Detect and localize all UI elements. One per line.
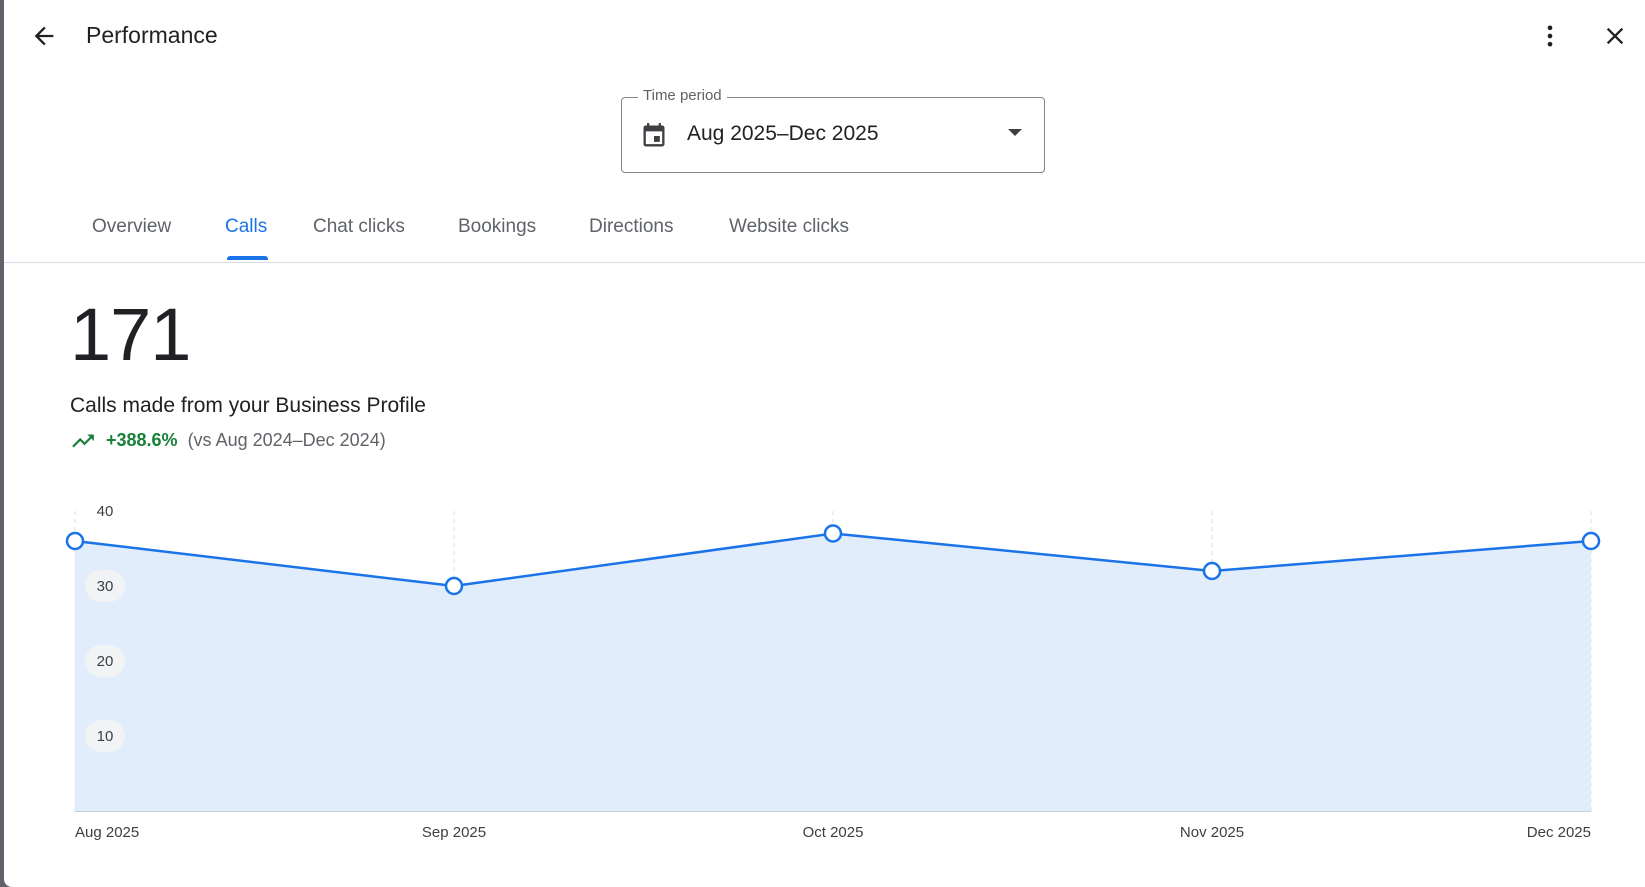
y-tick-chip: [85, 570, 125, 602]
time-period-select[interactable]: Time period Aug 2025–Dec 2025: [621, 87, 1045, 173]
data-point[interactable]: [1581, 531, 1601, 551]
y-axis: 10 20 30 40: [85, 503, 125, 752]
tab-bookings[interactable]: Bookings: [458, 216, 537, 237]
tab-chat-clicks[interactable]: Chat clicks: [313, 216, 405, 237]
x-tick-label: Aug 2025: [75, 824, 139, 841]
dropdown-arrow-icon: [1008, 129, 1022, 136]
comparison-period: (vs Aug 2024–Dec 2024): [187, 430, 386, 450]
y-tick-label: 10: [97, 728, 114, 745]
active-tab-indicator: [227, 256, 268, 260]
time-period-label: Time period: [638, 87, 727, 104]
x-tick-label: Oct 2025: [803, 824, 864, 841]
data-point[interactable]: [1202, 561, 1222, 581]
tab-overview[interactable]: Overview: [92, 216, 172, 237]
chart-area: [75, 533, 1591, 811]
y-tick-label: 40: [97, 503, 114, 520]
arrow-back-icon: [34, 26, 54, 46]
y-tick-chip: [85, 645, 125, 677]
data-point[interactable]: [823, 524, 843, 543]
metric-label: Calls made from your Business Profile: [70, 394, 426, 417]
x-tick-label: Dec 2025: [1527, 824, 1591, 841]
close-icon: [1606, 27, 1624, 45]
x-axis: Aug 2025 Sep 2025 Oct 2025 Nov 2025 Dec 2025: [75, 824, 1591, 841]
metric-tabs: Overview Calls Chat clicks Bookings Dire…: [4, 200, 1645, 263]
tab-calls[interactable]: Calls: [225, 216, 268, 237]
trending-up-icon: [72, 434, 94, 447]
metric-change: +388.6% (vs Aug 2024–Dec 2024): [70, 430, 386, 451]
metric-value: 171: [70, 293, 191, 376]
y-tick-label: 20: [97, 653, 114, 670]
performance-dialog: Performance Time period Aug 2025–Dec 202…: [4, 0, 1645, 887]
chart-points: [65, 524, 1601, 596]
time-period-value: Aug 2025–Dec 2025: [687, 122, 879, 145]
y-tick-chip: [85, 720, 125, 752]
tab-directions[interactable]: Directions: [589, 216, 674, 237]
more-options-button[interactable]: [1530, 16, 1570, 56]
calendar-icon: [643, 123, 665, 147]
y-tick-label: 30: [97, 578, 114, 595]
tab-website-clicks[interactable]: Website clicks: [729, 216, 850, 237]
data-point[interactable]: [65, 531, 85, 551]
more-vert-icon: [1547, 25, 1553, 47]
calls-chart: 10 20 30 40 Aug 2025 Sep 2025 Oct 2025 Nov 202…: [65, 503, 1601, 841]
close-button[interactable]: [1595, 16, 1635, 56]
back-button[interactable]: [24, 16, 64, 56]
x-tick-label: Nov 2025: [1180, 824, 1244, 841]
change-percent: +388.6%: [106, 430, 178, 450]
data-point[interactable]: [444, 576, 464, 596]
x-tick-label: Sep 2025: [422, 824, 486, 841]
page-title: Performance: [86, 22, 218, 48]
